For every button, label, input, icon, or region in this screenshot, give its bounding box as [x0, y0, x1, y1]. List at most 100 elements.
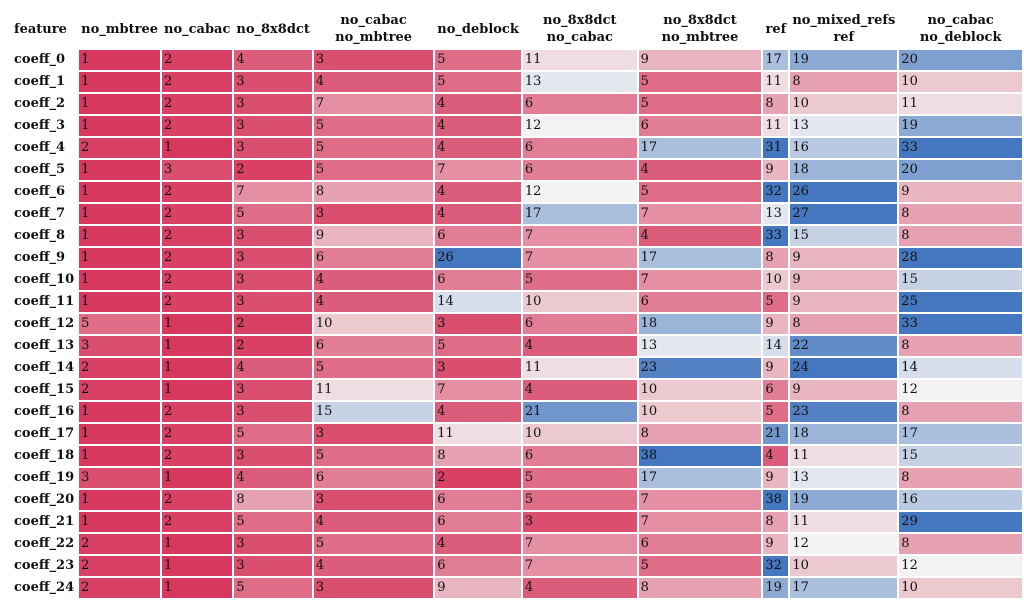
heat-cell: 1 [79, 248, 160, 268]
col-header-line: no_mbtree [661, 30, 739, 45]
heat-cell: 10 [790, 556, 898, 576]
heat-cell: 8 [899, 336, 1022, 356]
heat-cell: 17 [638, 138, 762, 158]
heat-cell: 9 [763, 358, 789, 378]
heatmap-body: coeff_0 1 2 4 3 5 11 9 17 19 20 coeff_1 1 2 3 4 5 13 5 11 8 1… [14, 50, 1022, 598]
heat-cell: 3 [79, 336, 160, 356]
col-header-line: ref [833, 30, 855, 45]
heat-cell: 8 [435, 446, 521, 466]
col-header-no-cabac: no_cabac [162, 10, 232, 48]
heat-cell: 1 [79, 72, 160, 92]
row-label: coeff_22 [14, 536, 75, 551]
heat-cell: 14 [899, 358, 1022, 378]
heat-cell: 2 [162, 248, 233, 268]
heat-cell: 6 [638, 116, 762, 136]
col-header-line: no_cabac [927, 13, 994, 28]
row-label: coeff_14 [14, 360, 75, 375]
heat-cell: 10 [522, 292, 637, 312]
heat-cell: 5 [313, 534, 434, 554]
heat-cell: 27 [790, 204, 898, 224]
heat-cell: 4 [435, 182, 521, 202]
table-row: coeff_16 1 2 3 15 4 21 10 5 23 8 [14, 402, 1022, 422]
heat-cell: 7 [313, 94, 434, 114]
heat-cell: 4 [435, 116, 521, 136]
heat-cell: 1 [79, 226, 160, 246]
heat-cell: 10 [790, 94, 898, 114]
heat-cell: 2 [162, 292, 233, 312]
heat-cell: 3 [313, 578, 434, 598]
heat-cell: 5 [234, 578, 312, 598]
heat-cell: 13 [638, 336, 762, 356]
heat-cell: 18 [638, 314, 762, 334]
heat-cell: 1 [79, 270, 160, 290]
heat-cell: 15 [313, 402, 434, 422]
heat-cell: 2 [162, 424, 233, 444]
heat-cell: 12 [899, 556, 1022, 576]
heat-cell: 3 [313, 424, 434, 444]
heat-cell: 6 [638, 292, 762, 312]
heat-cell: 17 [638, 248, 762, 268]
heat-cell: 7 [435, 160, 521, 180]
heat-cell: 6 [763, 380, 789, 400]
heat-cell: 7 [638, 270, 762, 290]
heat-cell: 1 [162, 336, 233, 356]
heat-cell: 5 [638, 94, 762, 114]
heat-cell: 17 [522, 204, 637, 224]
heat-cell: 3 [234, 380, 312, 400]
heat-cell: 7 [522, 226, 637, 246]
heat-cell: 10 [313, 314, 434, 334]
heat-cell: 38 [638, 446, 762, 466]
heat-cell: 7 [522, 534, 637, 554]
heat-cell: 7 [638, 512, 762, 532]
heat-cell: 2 [234, 160, 312, 180]
heat-cell: 16 [899, 490, 1022, 510]
heat-cell: 4 [638, 160, 762, 180]
heat-cell: 5 [763, 402, 789, 422]
table-row: coeff_6 1 2 7 8 4 12 5 32 26 9 [14, 182, 1022, 202]
heat-cell: 3 [234, 116, 312, 136]
heat-cell: 3 [234, 402, 312, 422]
heat-cell: 3 [313, 490, 434, 510]
col-header-line: no_8x8dct [236, 21, 310, 37]
table-row: coeff_1 1 2 3 4 5 13 5 11 8 10 [14, 72, 1022, 92]
heat-cell: 11 [763, 72, 789, 92]
col-header-line: no_cabac [340, 13, 407, 28]
heat-cell: 3 [79, 468, 160, 488]
table-row: coeff_10 1 2 3 4 6 5 7 10 9 15 [14, 270, 1022, 290]
heat-cell: 10 [763, 270, 789, 290]
heat-cell: 4 [522, 578, 637, 598]
heat-cell: 19 [790, 490, 898, 510]
heat-cell: 9 [435, 578, 521, 598]
heat-cell: 3 [234, 226, 312, 246]
heat-cell: 5 [522, 490, 637, 510]
heat-cell: 3 [234, 270, 312, 290]
heat-cell: 15 [899, 270, 1022, 290]
heat-cell: 29 [899, 512, 1022, 532]
heat-cell: 5 [79, 314, 160, 334]
heat-cell: 19 [763, 578, 789, 598]
heat-cell: 4 [234, 358, 312, 378]
heat-cell: 6 [435, 512, 521, 532]
heat-cell: 11 [790, 446, 898, 466]
heat-cell: 1 [79, 512, 160, 532]
heat-cell: 32 [763, 556, 789, 576]
heat-cell: 5 [313, 116, 434, 136]
table-row: coeff_7 1 2 5 3 4 17 7 13 27 8 [14, 204, 1022, 224]
heat-cell: 8 [899, 402, 1022, 422]
heat-cell: 5 [234, 424, 312, 444]
heat-cell: 1 [162, 358, 233, 378]
heat-cell: 1 [79, 424, 160, 444]
heat-cell: 1 [79, 446, 160, 466]
table-row: coeff_8 1 2 3 9 6 7 4 33 15 8 [14, 226, 1022, 246]
heat-cell: 3 [522, 512, 637, 532]
row-label: coeff_16 [14, 404, 75, 419]
heat-cell: 1 [162, 578, 233, 598]
table-row: coeff_18 1 2 3 5 8 6 38 4 11 15 [14, 446, 1022, 466]
row-label: coeff_1 [14, 74, 66, 89]
heat-cell: 1 [162, 534, 233, 554]
heat-cell: 8 [763, 94, 789, 114]
col-header-line: no_deblock [437, 21, 519, 37]
heat-cell: 4 [313, 556, 434, 576]
heat-cell: 11 [522, 50, 637, 70]
row-label: coeff_5 [14, 162, 66, 177]
